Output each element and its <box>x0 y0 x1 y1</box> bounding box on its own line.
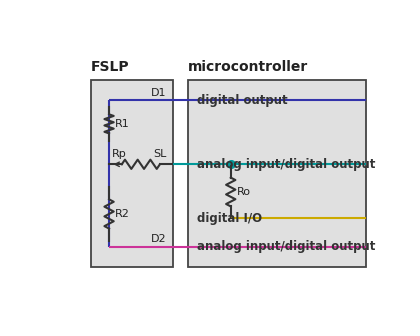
Bar <box>91 80 173 267</box>
Text: D2: D2 <box>151 235 166 244</box>
Text: analog input/digital output: analog input/digital output <box>197 158 376 171</box>
Text: Ro: Ro <box>237 187 251 197</box>
Text: R1: R1 <box>115 119 130 129</box>
Text: R2: R2 <box>115 209 130 219</box>
Text: SL: SL <box>153 149 167 159</box>
Bar <box>188 80 366 267</box>
Text: Rp: Rp <box>112 149 127 159</box>
Text: D1: D1 <box>151 88 166 98</box>
Text: microcontroller: microcontroller <box>188 60 308 74</box>
Text: digital output: digital output <box>197 94 288 107</box>
Text: FSLP: FSLP <box>91 60 130 74</box>
Text: analog input/digital output: analog input/digital output <box>197 240 376 253</box>
Text: digital I/O: digital I/O <box>197 212 262 225</box>
